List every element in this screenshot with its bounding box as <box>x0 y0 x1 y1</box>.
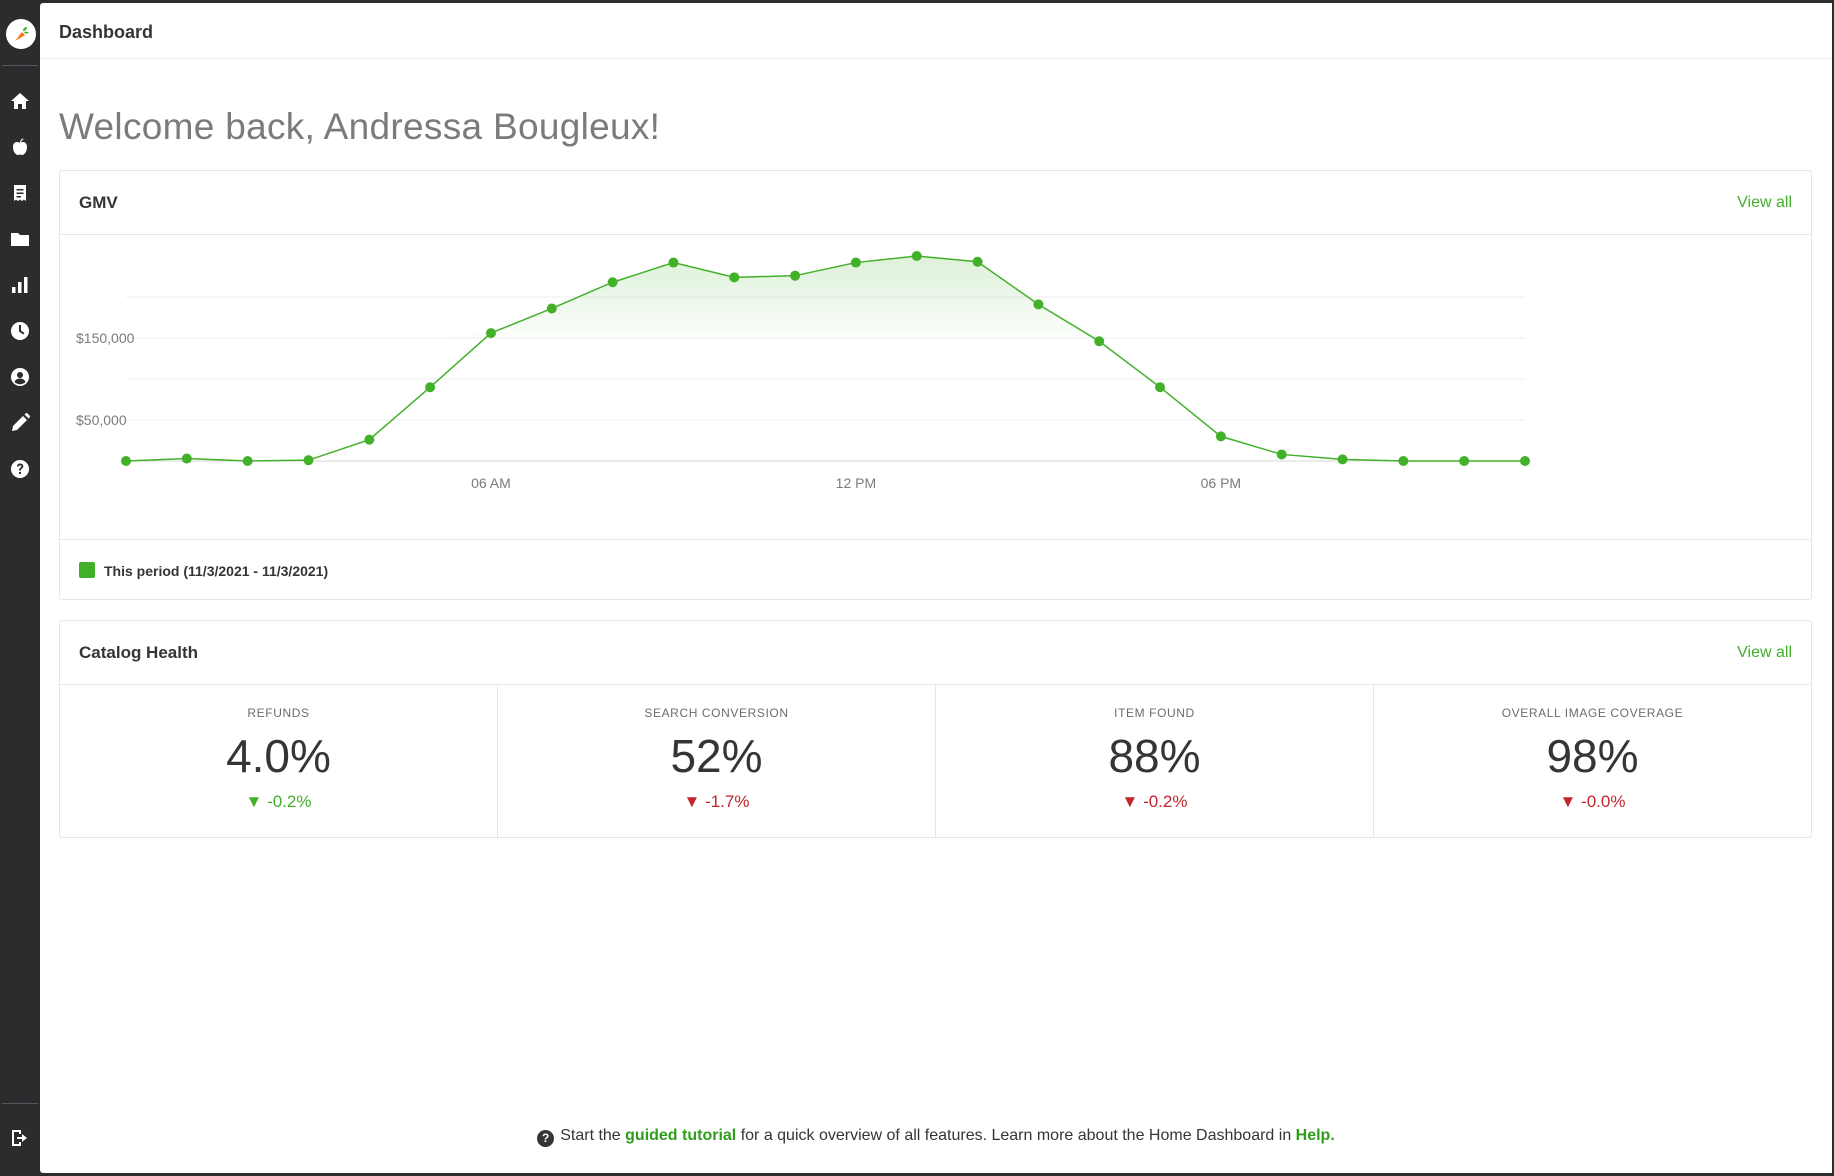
series-line <box>125 255 1525 462</box>
data-point-11[interactable] <box>790 270 801 281</box>
sidebar-divider <box>2 65 38 66</box>
metrics-row: REFUNDS 4.0% ▼ -0.2% SEARCH CONVERSION 5… <box>60 685 1811 837</box>
data-point-9[interactable] <box>668 257 679 268</box>
metric-label: OVERALL IMAGE COVERAGE <box>1501 706 1684 720</box>
data-point-0[interactable] <box>121 456 131 466</box>
clock-icon[interactable] <box>9 320 31 342</box>
metric-value: 4.0% <box>226 730 331 782</box>
y-tick-label: $50,000 <box>76 412 127 428</box>
metric-label: ITEM FOUND <box>1114 706 1195 720</box>
data-point-2[interactable] <box>242 456 253 466</box>
data-point-17[interactable] <box>1155 382 1166 393</box>
pencil-icon[interactable] <box>9 412 31 434</box>
data-point-22[interactable] <box>1459 456 1470 466</box>
data-point-12[interactable] <box>850 257 861 268</box>
catalog-health-card: Catalog Health View all REFUNDS 4.0% ▼ -… <box>59 620 1812 838</box>
data-point-5[interactable] <box>425 382 436 393</box>
x-tick-label: 06 AM <box>471 475 511 491</box>
data-point-10[interactable] <box>729 272 740 283</box>
metric-search-conversion[interactable]: SEARCH CONVERSION 52% ▼ -1.7% <box>498 685 936 837</box>
data-point-14[interactable] <box>972 256 983 267</box>
sidebar <box>0 0 40 1176</box>
triangle-down-icon: ▼ <box>1121 792 1144 811</box>
catalog-view-all-link[interactable]: View all <box>1737 644 1792 661</box>
footer-help-text: ? Start the guided tutorial for a quick o… <box>40 1127 1832 1147</box>
metric-delta-value: -1.7% <box>705 792 750 811</box>
question-circle-icon[interactable] <box>9 458 31 480</box>
apple-icon[interactable] <box>9 136 31 158</box>
data-point-1[interactable] <box>181 453 192 464</box>
data-point-13[interactable] <box>911 251 922 261</box>
metric-delta: ▼ -0.0% <box>1374 792 1811 812</box>
guided-tutorial-link[interactable]: guided tutorial <box>625 1127 737 1144</box>
folder-icon[interactable] <box>9 228 31 250</box>
carrot-logo-icon[interactable] <box>6 19 36 49</box>
home-icon[interactable] <box>9 90 31 112</box>
legend-label: This period (11/3/2021 - 11/3/2021) <box>104 563 329 579</box>
y-tick-label: $150,000 <box>76 330 135 346</box>
footer-text: for a quick overview of all features. Le… <box>736 1127 1296 1144</box>
gmv-chart: $50,000 $150,000 06 AM 12 PM 06 PM <box>60 235 1811 540</box>
welcome-heading: Welcome back, Andressa Bougleux! <box>59 106 661 147</box>
metric-delta: ▼ -0.2% <box>936 792 1373 812</box>
gmv-view-all-link[interactable]: View all <box>1737 194 1792 211</box>
data-point-4[interactable] <box>364 434 375 445</box>
main-content: Dashboard Welcome back, Andressa Bougleu… <box>40 3 1832 1173</box>
sidebar-divider <box>2 1103 38 1104</box>
data-point-20[interactable] <box>1337 454 1348 465</box>
triangle-down-icon: ▼ <box>1559 792 1582 811</box>
page-title: Dashboard <box>59 22 154 42</box>
x-tick-label: 06 PM <box>1201 475 1241 491</box>
metric-value: 98% <box>1546 730 1639 782</box>
data-point-18[interactable] <box>1215 431 1226 442</box>
metric-item-found[interactable]: ITEM FOUND 88% ▼ -0.2% <box>936 685 1374 837</box>
footer-text: Start the <box>560 1127 626 1144</box>
question-circle-icon: ? <box>537 1130 555 1147</box>
data-point-6[interactable] <box>485 328 496 339</box>
gmv-card-header: GMV View all <box>60 171 1811 235</box>
top-bar: Dashboard <box>40 3 1832 59</box>
receipt-icon[interactable] <box>9 182 31 204</box>
gmv-legend: This period (11/3/2021 - 11/3/2021) <box>60 540 1811 599</box>
data-point-21[interactable] <box>1398 456 1409 466</box>
metric-delta: ▼ -1.7% <box>498 792 935 812</box>
data-point-16[interactable] <box>1094 336 1105 347</box>
data-point-23[interactable] <box>1520 456 1530 466</box>
triangle-down-icon: ▼ <box>683 792 706 811</box>
gmv-chart-svg: $50,000 $150,000 06 AM 12 PM 06 PM <box>76 251 1530 491</box>
legend-swatch <box>79 562 95 578</box>
metric-delta-value: -0.2% <box>267 792 312 811</box>
metric-label: REFUNDS <box>247 706 310 720</box>
data-point-8[interactable] <box>607 277 618 288</box>
metric-refunds[interactable]: REFUNDS 4.0% ▼ -0.2% <box>60 685 498 837</box>
data-point-19[interactable] <box>1276 449 1287 460</box>
gmv-card: GMV View all $50,000 $150,000 06 AM 12 PM 06… <box>59 170 1812 600</box>
metric-delta-value: -0.0% <box>1581 792 1626 811</box>
series-area <box>126 256 1525 338</box>
data-point-7[interactable] <box>546 303 557 314</box>
metric-image-coverage[interactable]: OVERALL IMAGE COVERAGE 98% ▼ -0.0% <box>1374 685 1811 837</box>
x-tick-label: 12 PM <box>836 475 876 491</box>
metric-delta-value: -0.2% <box>1143 792 1188 811</box>
user-circle-icon[interactable] <box>9 366 31 388</box>
logout-icon[interactable] <box>9 1127 31 1149</box>
data-point-3[interactable] <box>303 455 314 466</box>
triangle-down-icon: ▼ <box>245 792 268 811</box>
data-point-15[interactable] <box>1033 299 1044 310</box>
catalog-title: Catalog Health <box>79 643 199 662</box>
metric-delta: ▼ -0.2% <box>60 792 497 812</box>
catalog-card-header: Catalog Health View all <box>60 621 1811 685</box>
metric-value: 88% <box>1108 730 1201 782</box>
bar-chart-icon[interactable] <box>9 274 31 296</box>
metric-value: 52% <box>670 730 763 782</box>
gmv-title: GMV <box>79 193 118 212</box>
help-link[interactable]: Help. <box>1295 1127 1335 1144</box>
metric-label: SEARCH CONVERSION <box>644 706 789 720</box>
